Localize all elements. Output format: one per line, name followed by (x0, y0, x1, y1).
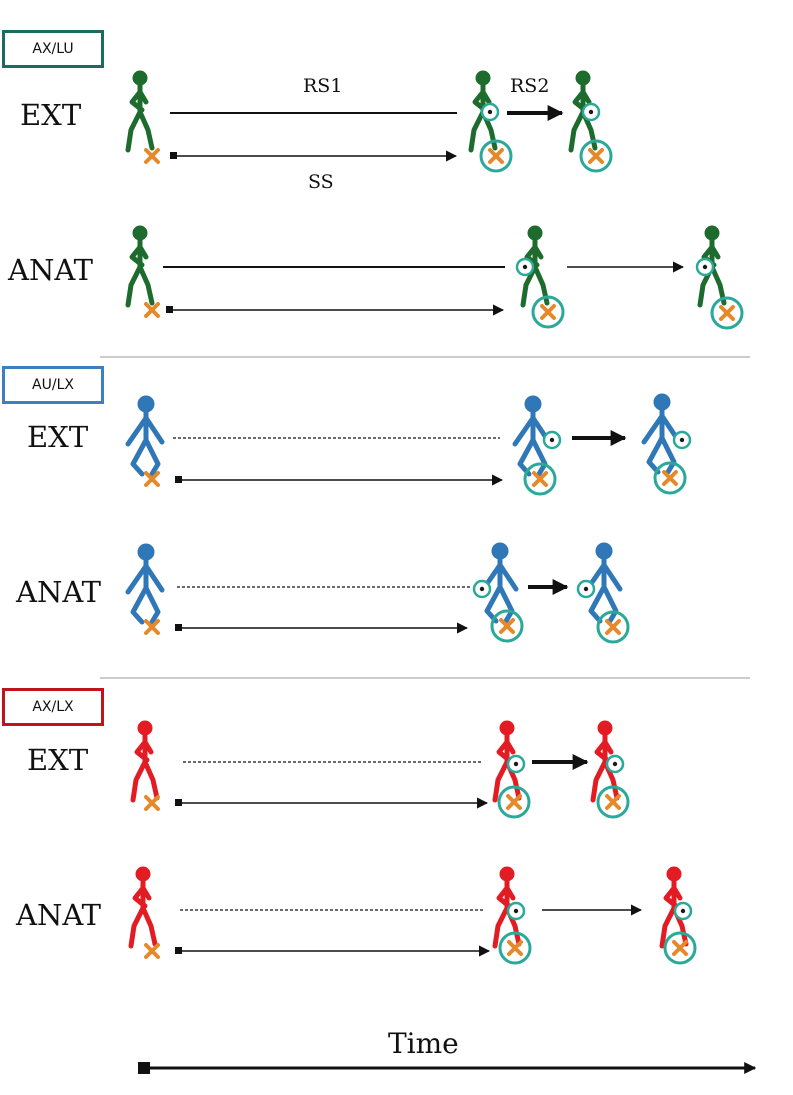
section-au-lx (128, 394, 692, 644)
small-target-icon (581, 102, 601, 122)
person-icon (133, 721, 157, 800)
person-icon (128, 544, 162, 622)
section-ax-lu (128, 71, 744, 330)
person-icon (128, 226, 152, 305)
small-target-icon (673, 901, 693, 921)
small-target-icon (672, 430, 692, 450)
row-label-ext: EXT (20, 98, 82, 132)
group-box-ax-lx: AX/LX (2, 688, 104, 726)
group-label: AX/LU (32, 41, 74, 57)
row-label-ext: EXT (27, 743, 89, 777)
target-icon (663, 931, 697, 965)
start-marker (175, 799, 182, 806)
rs2-label: RS2 (510, 75, 550, 97)
small-target-icon (506, 901, 526, 921)
cross-icon (144, 302, 160, 318)
ss-label: SS (308, 171, 334, 193)
person-icon (131, 867, 155, 946)
row-label-anat: ANAT (16, 575, 102, 609)
target-icon (497, 785, 531, 819)
small-target-icon (515, 257, 535, 277)
group-label: AU/LX (32, 377, 74, 393)
small-target-icon (542, 430, 562, 450)
rs1-label: RS1 (303, 75, 343, 97)
person-icon (128, 71, 152, 150)
start-marker (166, 306, 173, 313)
group-label: AX/LX (32, 699, 74, 715)
row-label-ext: EXT (27, 420, 89, 454)
start-marker (175, 947, 182, 954)
section-ax-lx (131, 721, 697, 965)
group-box-ax-lu: AX/LU (2, 30, 104, 68)
time-axis-start (138, 1062, 150, 1074)
start-marker (175, 624, 182, 631)
row-label-anat: ANAT (8, 253, 94, 287)
person-icon (644, 394, 678, 472)
small-target-icon (506, 754, 526, 774)
small-target-icon (480, 102, 500, 122)
target-icon (710, 296, 744, 330)
person-icon (515, 396, 549, 474)
small-target-icon (695, 257, 715, 277)
small-target-icon (605, 754, 625, 774)
row-label-anat: ANAT (16, 898, 102, 932)
cross-icon (144, 795, 160, 811)
start-marker (170, 152, 177, 159)
start-marker (175, 476, 182, 483)
small-target-icon (472, 579, 492, 599)
time-axis (138, 1062, 757, 1074)
cross-icon (144, 148, 160, 164)
group-box-au-lx: AU/LX (2, 366, 104, 404)
time-axis-label: Time (388, 1027, 459, 1060)
small-target-icon (576, 579, 596, 599)
cross-icon (144, 943, 160, 959)
person-icon (128, 396, 162, 474)
